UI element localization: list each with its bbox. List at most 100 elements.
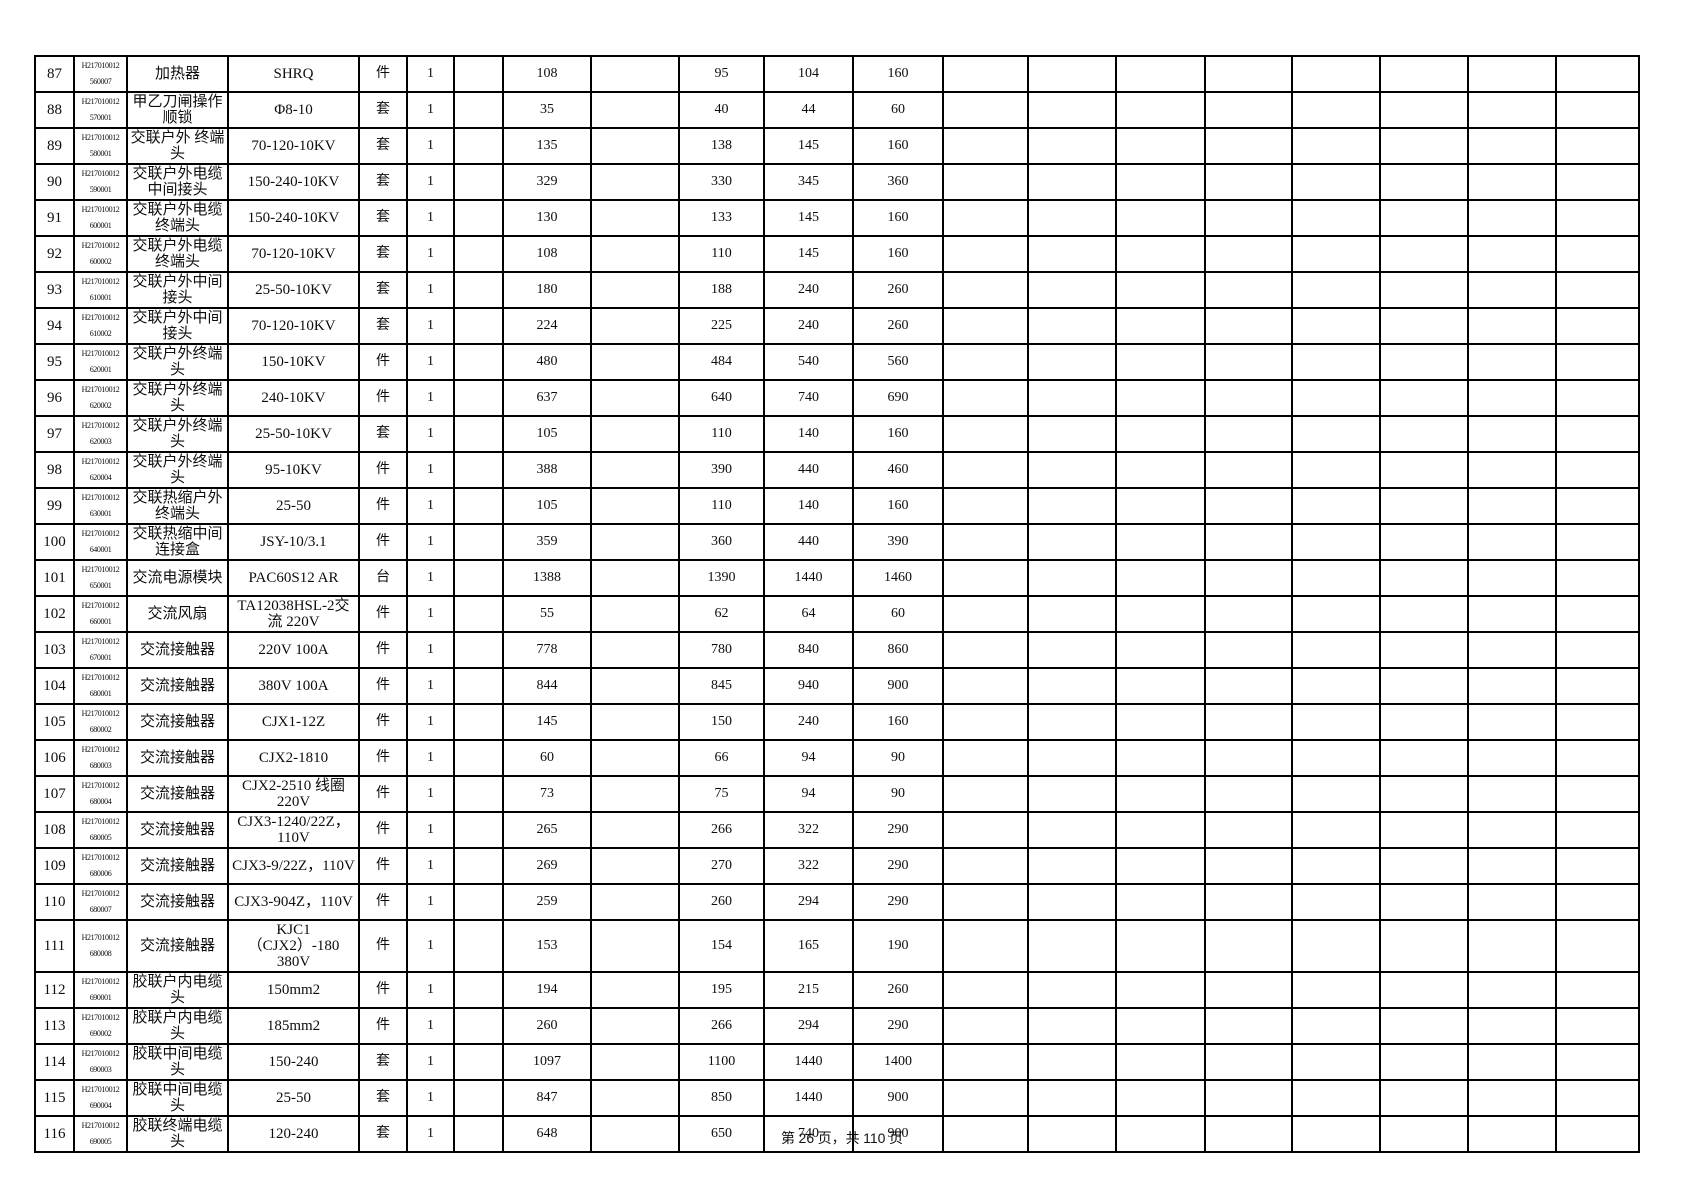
quantity-cell: 1 (406, 1079, 455, 1117)
item-no-cell: 92 (34, 235, 75, 273)
empty-cell (942, 667, 1029, 705)
empty-cell (453, 235, 504, 273)
table-row: 96 H217010012 620002 交联户外终端头 240-10KV 件 … (34, 379, 1640, 417)
price-3-cell: 1440 (763, 1043, 854, 1081)
price-1-cell: 637 (502, 379, 592, 417)
empty-cell (1204, 1115, 1293, 1153)
empty-cell (1379, 379, 1469, 417)
spec-model-cell: CJX3-9/22Z，110V (227, 847, 360, 885)
price-2-cell: 150 (678, 703, 765, 741)
empty-cell (590, 811, 680, 849)
unit-cell: 套 (358, 1115, 408, 1153)
material-code-line1: H217010012 (81, 1049, 120, 1058)
unit-cell: 件 (358, 631, 408, 669)
empty-cell (1555, 415, 1640, 453)
empty-cell (1204, 559, 1293, 597)
price-2-cell: 260 (678, 883, 765, 921)
spec-model-cell: KJC1（CJX2）-180 380V (227, 919, 360, 973)
empty-cell (590, 127, 680, 165)
empty-cell (590, 1079, 680, 1117)
material-name-cell: 交流电源模块 (126, 559, 229, 597)
material-code-line2: 610002 (89, 329, 112, 338)
empty-cell (1027, 1115, 1117, 1153)
quantity-cell: 1 (406, 235, 455, 273)
empty-cell (1027, 487, 1117, 525)
empty-cell (1115, 343, 1206, 381)
empty-cell (1379, 1043, 1469, 1081)
material-name-cell: 胶联户内电缆头 (126, 971, 229, 1009)
price-4-cell: 360 (852, 163, 944, 201)
empty-cell (1027, 343, 1117, 381)
material-code-line1: H217010012 (81, 349, 120, 358)
item-no-cell: 101 (34, 559, 75, 597)
price-1-cell: 60 (502, 739, 592, 777)
spec-model-cell: 220V 100A (227, 631, 360, 669)
material-name-cell: 交流接触器 (126, 667, 229, 705)
price-2-cell: 650 (678, 1115, 765, 1153)
empty-cell (1379, 1079, 1469, 1117)
item-no-cell: 95 (34, 343, 75, 381)
material-code-cell: H217010012 680002 (73, 703, 128, 741)
spec-model-cell: PAC60S12 AR (227, 559, 360, 597)
empty-cell (453, 307, 504, 345)
empty-cell (1291, 1043, 1381, 1081)
empty-cell (1467, 343, 1557, 381)
empty-cell (1204, 379, 1293, 417)
empty-cell (1115, 127, 1206, 165)
item-no-cell: 91 (34, 199, 75, 237)
quantity-cell: 1 (406, 631, 455, 669)
empty-cell (453, 91, 504, 129)
empty-cell (590, 343, 680, 381)
price-4-cell: 860 (852, 631, 944, 669)
empty-cell (453, 739, 504, 777)
empty-cell (1204, 1079, 1293, 1117)
material-code-line1: H217010012 (81, 1085, 120, 1094)
empty-cell (942, 739, 1029, 777)
empty-cell (1204, 667, 1293, 705)
price-1-cell: 73 (502, 775, 592, 813)
empty-cell (1379, 343, 1469, 381)
empty-cell (1467, 703, 1557, 741)
price-2-cell: 195 (678, 971, 765, 1009)
item-no-cell: 89 (34, 127, 75, 165)
empty-cell (1555, 1115, 1640, 1153)
empty-cell (1115, 451, 1206, 489)
empty-cell (1467, 199, 1557, 237)
unit-cell: 件 (358, 379, 408, 417)
empty-cell (590, 199, 680, 237)
table-row: 112 H217010012 690001 胶联户内电缆头 150mm2 件 1… (34, 971, 1640, 1009)
material-code-line1: H217010012 (81, 421, 120, 430)
material-code-line1: H217010012 (81, 169, 120, 178)
material-name-cell: 胶联户内电缆头 (126, 1007, 229, 1045)
unit-cell: 件 (358, 919, 408, 973)
unit-cell: 件 (358, 451, 408, 489)
empty-cell (1467, 667, 1557, 705)
spec-model-cell: 25-50-10KV (227, 271, 360, 309)
spec-model-cell: SHRQ (227, 55, 360, 93)
material-code-cell: H217010012 680005 (73, 811, 128, 849)
empty-cell (1291, 883, 1381, 921)
table-row: 101 H217010012 650001 交流电源模块 PAC60S12 AR… (34, 559, 1640, 597)
price-4-cell: 90 (852, 775, 944, 813)
price-1-cell: 648 (502, 1115, 592, 1153)
item-no-cell: 93 (34, 271, 75, 309)
spec-model-cell: 25-50-10KV (227, 415, 360, 453)
empty-cell (1467, 415, 1557, 453)
empty-cell (1291, 1115, 1381, 1153)
unit-cell: 套 (358, 271, 408, 309)
price-3-cell: 145 (763, 127, 854, 165)
empty-cell (1379, 703, 1469, 741)
empty-cell (453, 523, 504, 561)
empty-cell (1115, 163, 1206, 201)
empty-cell (1115, 235, 1206, 273)
empty-cell (590, 451, 680, 489)
material-name-cell: 胶联终端电缆头 (126, 1115, 229, 1153)
empty-cell (1379, 595, 1469, 633)
unit-cell: 件 (358, 811, 408, 849)
material-name-cell: 交流接触器 (126, 811, 229, 849)
empty-cell (1379, 55, 1469, 93)
empty-cell (1027, 703, 1117, 741)
material-name-cell: 交联热缩户外终端头 (126, 487, 229, 525)
price-3-cell: 104 (763, 55, 854, 93)
empty-cell (1467, 1115, 1557, 1153)
